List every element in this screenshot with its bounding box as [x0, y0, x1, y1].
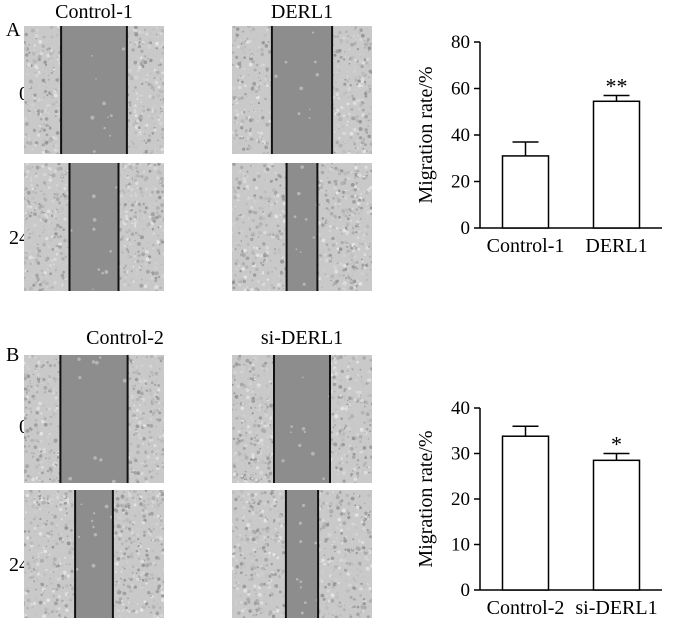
bar [592, 459, 641, 591]
bar-chart-b: 0 10 20 30 40 Migration rate/% Control-2 * si-DE… [415, 398, 662, 619]
panel-letter-a: A [6, 19, 21, 41]
bar-chart-a: 0 20 40 60 80 Migration rate/% Control-1 ** DERL… [415, 32, 662, 257]
y-axis-label: Migration rate/% [415, 66, 437, 203]
x-tick-label: si-DERL1 [575, 597, 657, 619]
y-tick-label: 0 [461, 218, 471, 239]
y-tick-label: 0 [461, 580, 471, 601]
y-tick-label: 20 [451, 489, 470, 510]
bar [592, 100, 641, 229]
micrograph-derl1-24h [232, 163, 372, 291]
y-tick-label: 40 [451, 125, 470, 146]
significance-marker: * [611, 432, 622, 457]
micrograph-si-derl1-0h [232, 355, 372, 483]
micrograph-si-derl1-24h [232, 490, 372, 618]
micrograph-control-1-0h [24, 26, 164, 154]
y-tick-label: 80 [451, 32, 470, 53]
column-title-si-derl1: si-DERL1 [260, 327, 344, 349]
micrograph-control-2-0h [24, 355, 164, 483]
y-axis-label: Migration rate/% [415, 430, 437, 567]
micrograph-control-1-24h [24, 163, 164, 291]
micrograph-derl1-0h [232, 26, 372, 154]
column-title-control-1: Control-1 [55, 1, 133, 23]
y-tick-label: 10 [451, 535, 470, 556]
significance-marker: ** [606, 73, 628, 98]
x-tick-label: DERL1 [585, 235, 647, 257]
column-title-derl1: DERL1 [270, 1, 334, 23]
bar [501, 155, 550, 229]
panel-letter-b: B [6, 344, 20, 366]
y-tick-label: 30 [451, 444, 470, 465]
y-tick-label: 40 [451, 398, 470, 419]
x-tick-label: Control-1 [487, 235, 565, 257]
x-tick-label: Control-2 [487, 597, 565, 619]
column-title-control-2: Control-2 [86, 327, 164, 349]
bar [501, 435, 550, 591]
y-tick-label: 60 [451, 79, 470, 100]
micrograph-control-2-24h [24, 490, 164, 618]
y-tick-label: 20 [451, 172, 470, 193]
